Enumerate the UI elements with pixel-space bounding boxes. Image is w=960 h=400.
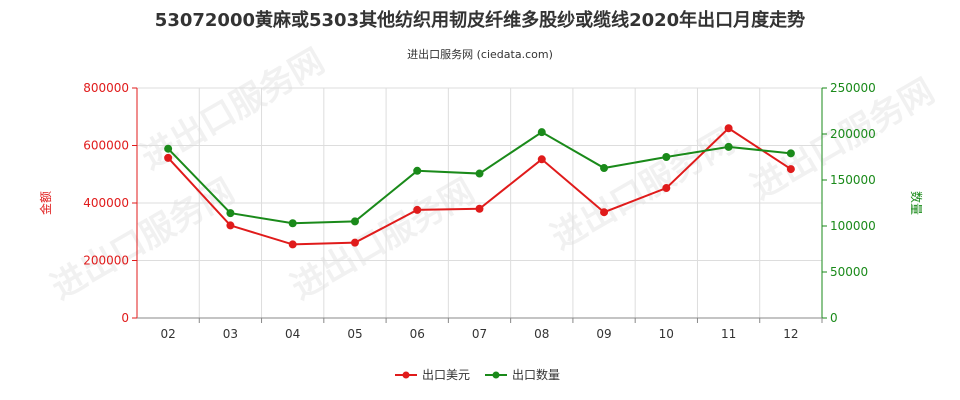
series-1-point[interactable] [226, 221, 235, 230]
series-2-point[interactable] [164, 144, 173, 153]
watermark-text: 进出口服务网 [45, 171, 242, 308]
series-1-point[interactable] [475, 204, 484, 213]
y-left-tick-label: 600000 [83, 139, 129, 153]
chart-title: 53072000黄麻或5303其他纺织用韧皮纤维多股纱或缆线2020年出口月度走… [155, 9, 805, 31]
chart-subtitle: 进出口服务网 (ciedata.com) [407, 47, 553, 61]
series-2-point[interactable] [475, 169, 484, 178]
y-right-tick-label: 50000 [830, 265, 868, 279]
axes: 0 200000 400000 600000 800000 0 50000 100000 150… [38, 81, 924, 341]
series-2-point[interactable] [226, 209, 235, 218]
series-2-point[interactable] [413, 166, 422, 175]
y-right-tick-label: 100000 [830, 219, 876, 233]
series-2-point[interactable] [537, 128, 546, 137]
series-2-point[interactable] [786, 149, 795, 158]
series-1-point[interactable] [537, 155, 546, 164]
x-tick-label: 10 [659, 327, 674, 341]
series-2-point[interactable] [724, 142, 733, 151]
watermark-text: 进出口服务网 [285, 171, 482, 308]
y-right-axis-label: 数量 [909, 191, 924, 215]
series [164, 124, 795, 249]
series-2-point[interactable] [350, 217, 359, 226]
x-tick-label: 04 [285, 327, 300, 341]
series-1-point[interactable] [413, 205, 422, 214]
series-1-point[interactable] [288, 240, 297, 249]
y-right-tick-label: 250000 [830, 81, 876, 95]
x-tick-label: 09 [596, 327, 611, 341]
x-tick-label: 08 [534, 327, 549, 341]
series-1-point[interactable] [662, 184, 671, 193]
series-1-point[interactable] [786, 165, 795, 174]
legend-swatch-marker [402, 371, 410, 379]
series-1-point[interactable] [600, 208, 609, 217]
y-left-axis-label: 金额 [38, 191, 53, 215]
series-2-point[interactable] [662, 153, 671, 161]
series-2-point[interactable] [288, 219, 297, 228]
legend-item-label[interactable]: 出口美元 [422, 368, 470, 382]
series-2-point[interactable] [600, 164, 609, 173]
x-tick-label: 03 [223, 327, 238, 341]
legend-item-label[interactable]: 出口数量 [512, 367, 560, 382]
series-1-point[interactable] [350, 238, 359, 247]
series-1-point[interactable] [724, 124, 733, 133]
grid [136, 87, 823, 319]
watermark-text: 进出口服务网 [135, 41, 332, 178]
series-1-point[interactable] [164, 153, 173, 162]
x-tick-label: 06 [410, 327, 425, 341]
y-left-tick-label: 200000 [83, 254, 129, 268]
x-tick-label: 11 [721, 327, 736, 341]
x-tick-label: 07 [472, 327, 487, 341]
x-tick-label: 02 [160, 327, 175, 341]
x-tick-label: 12 [783, 327, 798, 341]
y-right-tick-label: 200000 [830, 127, 876, 141]
y-left-tick-label: 0 [121, 311, 129, 325]
legend: 出口美元 出口数量 [395, 367, 560, 382]
watermark-text: 进出口服务网 [545, 121, 742, 258]
y-right-tick-label: 150000 [830, 173, 876, 187]
legend-swatch-marker [492, 371, 500, 379]
y-left-tick-label: 800000 [83, 81, 129, 95]
y-left-tick-label: 400000 [83, 196, 129, 210]
y-right-tick-label: 0 [830, 311, 838, 325]
x-tick-label: 05 [347, 327, 362, 341]
